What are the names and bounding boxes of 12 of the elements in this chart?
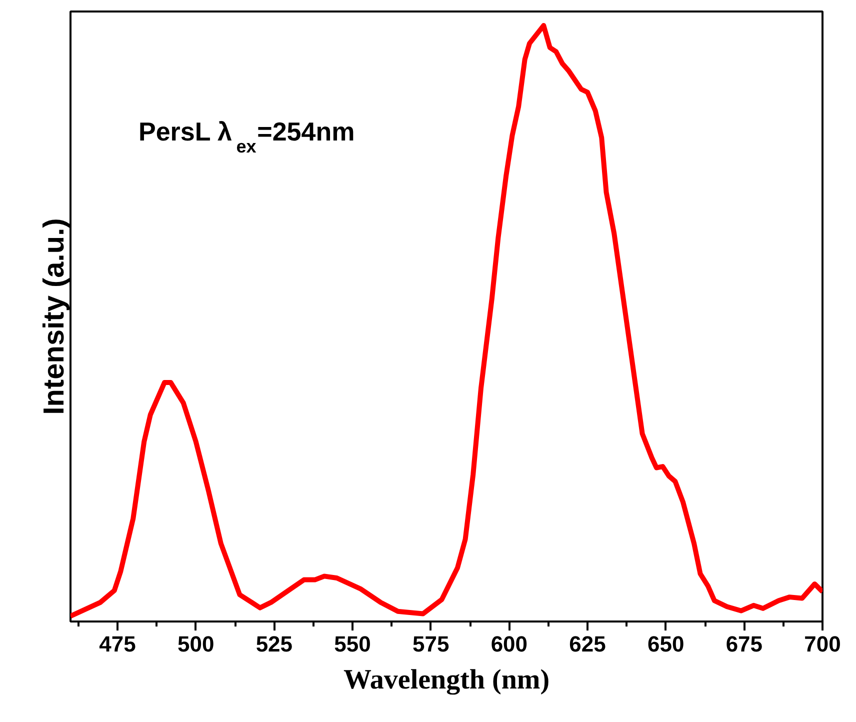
x-tick-label: 575 <box>412 632 450 656</box>
x-tick-label: 600 <box>490 632 528 656</box>
x-tick-label: 550 <box>334 632 371 656</box>
y-axis-title: Intensity (a.u.) <box>38 218 70 415</box>
x-axis-title: Wavelength (nm) <box>343 664 550 696</box>
x-tick-label: 700 <box>804 632 841 656</box>
x-tick-label: 650 <box>647 632 684 656</box>
x-tick-label: 675 <box>726 632 763 656</box>
x-tick-label: 625 <box>569 632 606 656</box>
x-tick-label: 475 <box>99 632 136 656</box>
x-tick-label: 500 <box>177 632 214 656</box>
x-tick-label: 525 <box>256 632 293 656</box>
